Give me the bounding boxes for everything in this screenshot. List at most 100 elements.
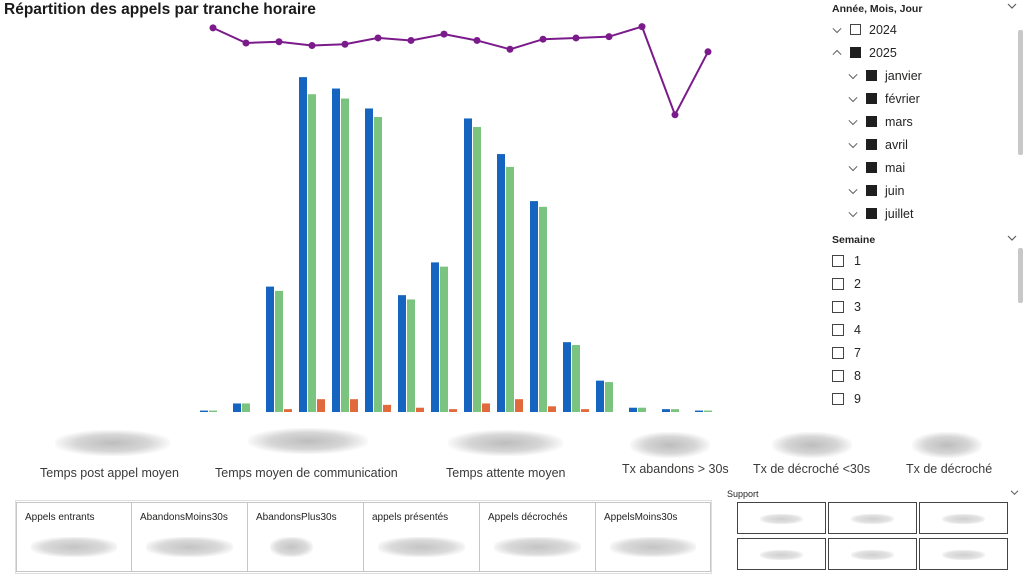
line-point-5[interactable] (341, 40, 349, 48)
bar-series-2-cat-1[interactable] (209, 410, 217, 412)
date-slicer-item[interactable]: janvier (832, 64, 1012, 87)
checkbox[interactable] (866, 208, 877, 219)
line-point-3[interactable] (275, 38, 283, 46)
date-slicer-item[interactable]: juillet (832, 202, 1012, 225)
bar-series-2-cat-6[interactable] (374, 117, 382, 413)
bar-series-1-cat-2[interactable] (233, 403, 241, 412)
week-slicer[interactable]: Semaine 1 2 3 4 7 8 9 (832, 230, 1022, 410)
line-point-14[interactable] (638, 23, 646, 31)
bar-series-2-cat-9[interactable] (473, 127, 481, 412)
line-series[interactable] (212, 25, 709, 118)
card-appels-moins-30s[interactable]: AppelsMoins30s (595, 502, 711, 572)
date-slicer-scrollbar[interactable] (1018, 30, 1023, 155)
bar-series-2-cat-4[interactable] (308, 94, 316, 412)
checkbox[interactable] (832, 369, 844, 382)
week-slicer-item[interactable]: 1 (832, 249, 1012, 272)
checkbox[interactable] (866, 116, 877, 127)
chevron-down-icon[interactable] (848, 94, 858, 104)
bar-series-2-cat-10[interactable] (506, 166, 514, 412)
support-tile[interactable] (919, 502, 1008, 534)
bar-series-1-cat-13[interactable] (596, 380, 604, 412)
bar-series-2-cat-8[interactable] (440, 266, 448, 412)
checkbox[interactable] (850, 47, 861, 58)
chevron-down-icon[interactable] (848, 209, 858, 219)
checkbox[interactable] (866, 139, 877, 150)
week-slicer-item[interactable]: 3 (832, 295, 1012, 318)
line-point-15[interactable] (671, 111, 679, 119)
card-appels-entrants[interactable]: Appels entrants (16, 502, 132, 572)
support-tile[interactable] (828, 502, 917, 534)
bar-series-1-cat-9[interactable] (464, 118, 472, 412)
bar-series-3-cat-5[interactable] (350, 399, 358, 412)
chevron-down-icon[interactable] (848, 140, 858, 150)
bar-series-3-cat-3[interactable] (284, 409, 292, 412)
bar-series-1-cat-3[interactable] (266, 286, 274, 412)
checkbox[interactable] (832, 392, 844, 405)
bar-series-2-cat-13[interactable] (605, 382, 613, 412)
bar-series-1-cat-10[interactable] (497, 154, 505, 412)
checkbox[interactable] (832, 277, 844, 290)
bar-series-3-cat-4[interactable] (317, 399, 325, 412)
card-abandons-moins-30s[interactable]: AbandonsMoins30s (131, 502, 248, 572)
date-slicer-item[interactable]: mars (832, 110, 1012, 133)
checkbox[interactable] (832, 346, 844, 359)
line-point-4[interactable] (308, 42, 316, 49)
date-slicer-item[interactable]: juin (832, 179, 1012, 202)
week-slicer-item[interactable]: 2 (832, 272, 1012, 295)
bar-series-1-cat-8[interactable] (431, 262, 439, 412)
date-slicer-item[interactable]: 2024 (832, 18, 1012, 41)
line-point-7[interactable] (407, 36, 415, 44)
checkbox[interactable] (850, 24, 861, 35)
bar-series-3-cat-6[interactable] (383, 404, 391, 412)
line-point-2[interactable] (242, 39, 250, 47)
week-slicer-item[interactable]: 7 (832, 341, 1012, 364)
chevron-down-icon[interactable] (848, 186, 858, 196)
bar-series-2-cat-5[interactable] (341, 98, 349, 413)
line-point-8[interactable] (440, 30, 448, 38)
bar-series-2-cat-7[interactable] (407, 299, 415, 412)
chevron-up-icon[interactable] (832, 48, 842, 58)
bar-series-3-cat-11[interactable] (548, 406, 556, 412)
bar-series-1-cat-15[interactable] (662, 409, 670, 412)
bar-series-2-cat-2[interactable] (242, 403, 250, 412)
line-point-13[interactable] (605, 33, 613, 41)
checkbox[interactable] (832, 300, 844, 313)
checkbox[interactable] (832, 254, 844, 267)
week-slicer-scrollbar[interactable] (1018, 248, 1023, 303)
chevron-down-icon[interactable] (1007, 2, 1017, 10)
bar-series-1-cat-11[interactable] (530, 201, 538, 412)
line-point-6[interactable] (374, 34, 382, 42)
bar-series-2-cat-14[interactable] (638, 407, 646, 412)
bar-series-2-cat-11[interactable] (539, 206, 547, 412)
line-point-10[interactable] (506, 45, 514, 53)
support-tile[interactable] (737, 502, 826, 534)
bar-series-1-cat-4[interactable] (299, 77, 307, 412)
bar-series-1-cat-5[interactable] (332, 88, 340, 413)
chevron-down-icon[interactable] (832, 25, 842, 35)
line-point-12[interactable] (572, 34, 580, 42)
support-tile[interactable] (828, 538, 917, 570)
checkbox[interactable] (866, 93, 877, 104)
bar-series-3-cat-8[interactable] (449, 409, 457, 412)
bar-series-3-cat-9[interactable] (482, 403, 490, 412)
support-tile[interactable] (737, 538, 826, 570)
bar-series-1-cat-14[interactable] (629, 407, 637, 412)
checkbox[interactable] (866, 162, 877, 173)
bar-series-1-cat-7[interactable] (398, 295, 406, 412)
bar-series-2-cat-3[interactable] (275, 290, 283, 412)
date-slicer[interactable]: Année, Mois, Jour 2024 2025 janvier février… (832, 0, 1022, 230)
card-abandons-plus-30s[interactable]: AbandonsPlus30s (247, 502, 364, 572)
card-appels-decroches[interactable]: Appels décrochés (479, 502, 596, 572)
week-slicer-item[interactable]: 9 (832, 387, 1012, 410)
chevron-down-icon[interactable] (848, 117, 858, 127)
line-point-16[interactable] (704, 48, 712, 56)
bar-series-1-cat-16[interactable] (695, 410, 703, 412)
date-slicer-item[interactable]: 2025 (832, 41, 1012, 64)
bar-series-2-cat-15[interactable] (671, 409, 679, 412)
bar-series-1-cat-6[interactable] (365, 108, 373, 412)
line-point-1[interactable] (209, 24, 217, 32)
card-appels-presentes[interactable]: appels présentés (363, 502, 480, 572)
chevron-down-icon[interactable] (848, 163, 858, 173)
support-tile[interactable] (919, 538, 1008, 570)
checkbox[interactable] (866, 185, 877, 196)
